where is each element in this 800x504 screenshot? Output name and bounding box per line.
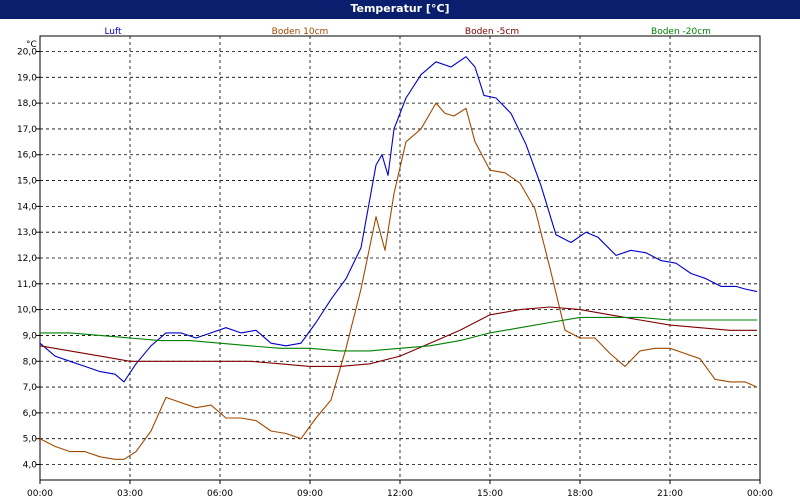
x-tick-time-label: 00:00 [747, 489, 773, 499]
y-tick-label: 4,0 [23, 461, 38, 471]
x-axis-ticks: 00:0006.11.1803:0006.11.1806:0006.11.180… [27, 480, 773, 499]
y-tick-label: 15,0 [17, 177, 37, 187]
y-tick-label: 6,0 [23, 409, 38, 419]
x-tick-time-label: 09:00 [297, 489, 323, 499]
y-tick-label: 16,0 [17, 151, 37, 161]
x-tick-time-label: 00:00 [27, 489, 53, 499]
chart-area: 4,0 5,0 6,0 7,0 8,0 9,0 10,0 11,0 12,0 13,0 14,0 15… [0, 19, 800, 500]
y-axis-unit-label: °C [26, 40, 37, 50]
y-tick-label: 19,0 [17, 73, 37, 83]
legend-entry: Boden 10cm [272, 27, 329, 37]
y-tick-label: 12,0 [17, 254, 37, 264]
y-tick-label: 17,0 [17, 125, 37, 135]
y-tick-label: 14,0 [17, 202, 37, 212]
series-line [39, 306, 757, 367]
y-tick-label: 11,0 [17, 280, 37, 290]
grid-lines [40, 36, 760, 480]
legend-entry: Luft [104, 27, 122, 37]
y-tick-label: 7,0 [23, 383, 38, 393]
y-tick-label: 20,0 [17, 47, 37, 57]
y-tick-label: 8,0 [23, 357, 38, 367]
legend-entry: Boden -5cm [465, 27, 519, 37]
y-tick-label: 10,0 [17, 306, 37, 316]
chart-title: Temperatur [°C] [0, 0, 800, 19]
x-tick-time-label: 21:00 [657, 489, 683, 499]
y-tick-label: 18,0 [17, 99, 37, 109]
x-tick-time-label: 06:00 [207, 489, 233, 499]
temperature-line-chart: 4,0 5,0 6,0 7,0 8,0 9,0 10,0 11,0 12,0 13,0 14,0 15… [17, 27, 773, 499]
series-line [39, 56, 758, 383]
x-tick-time-label: 12:00 [387, 489, 413, 499]
data-series [39, 56, 758, 460]
x-tick-time-label: 15:00 [477, 489, 503, 499]
legend-entry: Boden -20cm [651, 27, 711, 37]
y-tick-label: 5,0 [23, 435, 38, 445]
y-axis-ticks: 4,0 5,0 6,0 7,0 8,0 9,0 10,0 11,0 12,0 13,0 14,0 15… [17, 47, 40, 471]
y-tick-label: 13,0 [17, 228, 37, 238]
x-tick-time-label: 18:00 [567, 489, 593, 499]
x-tick-time-label: 03:00 [117, 489, 143, 499]
legend: Luft Boden 10cm Boden -5cm Boden -20cm [104, 27, 711, 37]
series-line [40, 316, 757, 352]
y-tick-label: 9,0 [23, 331, 38, 341]
series-line [39, 102, 758, 460]
